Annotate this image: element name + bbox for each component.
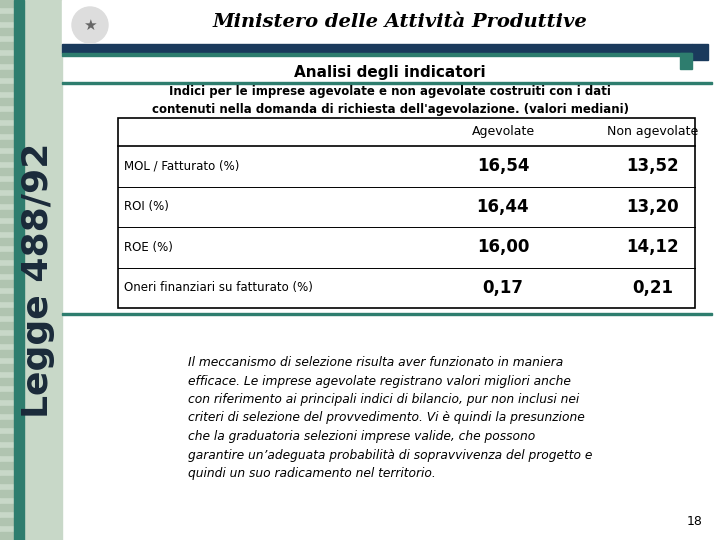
Bar	[0, 364, 14, 371]
Bar	[0, 490, 14, 497]
Text: Ministero delle Attività Produttive: Ministero delle Attività Produttive	[212, 13, 588, 31]
Bar	[0, 378, 14, 385]
Bar	[0, 84, 14, 91]
Bar	[0, 350, 14, 357]
Text: MOL / Fatturato (%): MOL / Fatturato (%)	[124, 160, 239, 173]
Bar	[0, 518, 14, 525]
Text: Analisi degli indicatori: Analisi degli indicatori	[294, 64, 486, 79]
Text: 16,00: 16,00	[477, 238, 529, 256]
Text: ROE (%): ROE (%)	[124, 241, 173, 254]
Bar	[14, 0, 24, 540]
Bar	[0, 322, 14, 329]
Text: Non agevolate: Non agevolate	[608, 125, 698, 138]
Bar	[0, 28, 14, 35]
Bar	[0, 392, 14, 399]
Bar	[0, 336, 14, 343]
Bar	[0, 434, 14, 441]
Bar	[62, 0, 720, 55]
Circle shape	[72, 7, 108, 43]
Bar	[0, 224, 14, 231]
Bar	[62, 313, 712, 315]
Text: 14,12: 14,12	[626, 238, 679, 256]
Bar	[0, 56, 14, 63]
Bar	[0, 532, 14, 539]
Bar	[0, 280, 14, 287]
Bar	[680, 53, 692, 69]
Bar	[0, 476, 14, 483]
Bar	[0, 70, 14, 77]
Bar	[0, 406, 14, 413]
Text: Indici per le imprese agevolate e non agevolate costruiti con i dati
contenuti n: Indici per le imprese agevolate e non ag…	[151, 84, 629, 116]
Bar	[0, 504, 14, 511]
Text: 18: 18	[687, 515, 703, 528]
Bar	[692, 44, 708, 60]
Bar	[0, 462, 14, 469]
Bar	[0, 266, 14, 273]
Text: 13,20: 13,20	[626, 198, 679, 216]
Bar	[0, 308, 14, 315]
Bar	[0, 42, 14, 49]
Text: ROI (%): ROI (%)	[124, 200, 169, 213]
Bar	[0, 0, 14, 7]
Bar	[0, 112, 14, 119]
Bar	[118, 118, 695, 308]
Text: 0,21: 0,21	[632, 279, 673, 297]
Bar	[0, 196, 14, 203]
Text: Legge 488/92: Legge 488/92	[21, 143, 55, 417]
Bar	[0, 420, 14, 427]
Bar	[0, 252, 14, 259]
Text: Il meccanismo di selezione risulta aver funzionato in maniera
efficace. Le impre: Il meccanismo di selezione risulta aver …	[188, 356, 592, 480]
Bar	[0, 182, 14, 189]
Bar	[0, 98, 14, 105]
Bar	[0, 0, 62, 540]
Bar	[62, 82, 712, 84]
Bar	[0, 294, 14, 301]
Bar	[0, 14, 14, 21]
Bar	[0, 154, 14, 161]
Bar	[0, 168, 14, 175]
Bar	[0, 238, 14, 245]
Bar	[0, 140, 14, 147]
Text: 16,44: 16,44	[477, 198, 529, 216]
Text: 13,52: 13,52	[626, 157, 679, 176]
Text: 16,54: 16,54	[477, 157, 529, 176]
Text: Oneri finanziari su fatturato (%): Oneri finanziari su fatturato (%)	[124, 281, 313, 294]
Text: Agevolate: Agevolate	[472, 125, 534, 138]
Text: ★: ★	[84, 17, 96, 32]
Bar	[62, 44, 692, 53]
Text: 0,17: 0,17	[482, 279, 523, 297]
Bar	[0, 448, 14, 455]
Bar	[0, 210, 14, 217]
Bar	[0, 126, 14, 133]
Bar	[62, 53, 692, 56]
